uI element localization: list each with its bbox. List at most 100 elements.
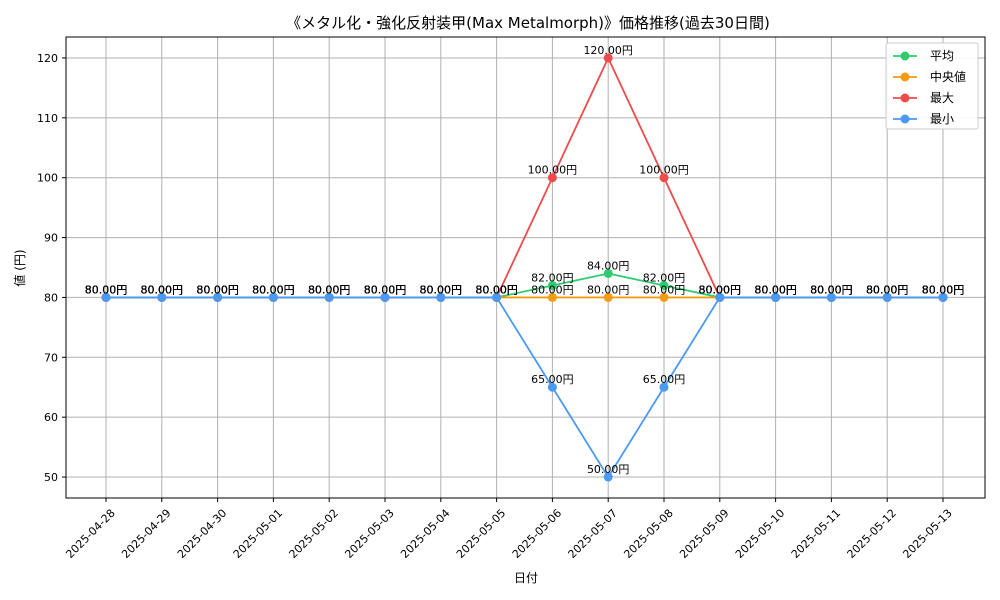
legend-entry: 中央値 bbox=[930, 69, 966, 84]
data-label: 80.00円 bbox=[810, 283, 853, 296]
data-label: 82.00円 bbox=[531, 271, 574, 284]
x-tick-label: 2025-05-03 bbox=[342, 507, 396, 561]
data-label: 80.00円 bbox=[699, 283, 742, 296]
data-point bbox=[659, 280, 669, 290]
data-label: 80.00円 bbox=[252, 283, 295, 296]
data-label: 80.00円 bbox=[699, 283, 742, 296]
data-label: 50.00円 bbox=[587, 463, 630, 476]
data-label: 80.00円 bbox=[196, 283, 239, 296]
data-point bbox=[826, 292, 836, 302]
legend-swatch-marker bbox=[900, 93, 910, 103]
x-tick-label: 2025-05-11 bbox=[789, 507, 843, 561]
data-label: 65.00円 bbox=[531, 373, 574, 386]
x-tick-label: 2025-05-13 bbox=[900, 507, 954, 561]
plot-frame bbox=[65, 36, 986, 499]
x-tick-label: 2025-05-06 bbox=[510, 507, 564, 561]
data-point bbox=[436, 292, 446, 302]
y-tick-label: 80 bbox=[44, 291, 58, 304]
y-axis-ticks: 50 60 70 80 90 100 110 120 bbox=[37, 52, 66, 484]
legend-entry: 最大 bbox=[930, 91, 954, 105]
data-label: 80.00円 bbox=[364, 283, 407, 296]
data-label: 80.00円 bbox=[922, 283, 965, 296]
x-tick-label: 2025-04-30 bbox=[175, 507, 229, 561]
x-tick-label: 2025-05-04 bbox=[398, 507, 452, 561]
data-point bbox=[101, 292, 111, 302]
grid bbox=[66, 37, 985, 498]
data-label: 80.00円 bbox=[810, 283, 853, 296]
data-label: 80.00円 bbox=[308, 283, 351, 296]
data-label: 80.00円 bbox=[810, 283, 853, 296]
data-label: 80.00円 bbox=[141, 283, 184, 296]
data-label: 80.00円 bbox=[420, 283, 463, 296]
data-label: 80.00円 bbox=[252, 283, 295, 296]
data-label: 80.00円 bbox=[364, 283, 407, 296]
data-label: 80.00円 bbox=[754, 283, 797, 296]
y-tick-label: 70 bbox=[44, 351, 58, 364]
y-tick-label: 110 bbox=[37, 112, 58, 125]
y-tick-label: 120 bbox=[37, 52, 58, 65]
data-point bbox=[715, 292, 725, 302]
data-label: 80.00円 bbox=[866, 283, 909, 296]
data-label: 80.00円 bbox=[587, 283, 630, 296]
data-label: 80.00円 bbox=[141, 283, 184, 296]
data-label: 80.00円 bbox=[475, 283, 518, 296]
data-label: 80.00円 bbox=[308, 283, 351, 296]
data-point bbox=[659, 382, 669, 392]
data-label: 80.00円 bbox=[196, 283, 239, 296]
data-labels: 80.00円 80.00円 80.00円 80.00円 80.00円 80.00円 80.0… bbox=[85, 44, 965, 476]
data-label: 80.00円 bbox=[754, 283, 797, 296]
data-label: 80.00円 bbox=[141, 283, 184, 296]
data-label: 80.00円 bbox=[866, 283, 909, 296]
x-tick-label: 2025-05-09 bbox=[677, 507, 731, 561]
data-point bbox=[603, 472, 613, 482]
data-point bbox=[157, 292, 167, 302]
data-point bbox=[771, 292, 781, 302]
data-label: 80.00円 bbox=[364, 283, 407, 296]
data-label: 80.00円 bbox=[922, 283, 965, 296]
data-label: 80.00円 bbox=[866, 283, 909, 296]
data-label: 80.00円 bbox=[475, 283, 518, 296]
legend-entry: 最小 bbox=[930, 112, 954, 126]
data-point bbox=[659, 173, 669, 183]
x-axis-label: 日付 bbox=[514, 571, 538, 585]
data-point bbox=[547, 173, 557, 183]
x-axis-ticks: 2025-04-28 2025-04-29 2025-04-30 2025-05-01… bbox=[63, 498, 955, 561]
x-tick-label: 2025-05-05 bbox=[454, 507, 508, 561]
data-label: 80.00円 bbox=[252, 283, 295, 296]
data-point bbox=[380, 292, 390, 302]
data-label: 80.00円 bbox=[364, 283, 407, 296]
data-label: 80.00円 bbox=[922, 283, 965, 296]
data-label: 82.00円 bbox=[643, 271, 686, 284]
y-tick-label: 50 bbox=[44, 471, 58, 484]
data-label: 80.00円 bbox=[475, 283, 518, 296]
data-label: 80.00円 bbox=[85, 283, 128, 296]
data-label: 80.00円 bbox=[922, 283, 965, 296]
legend-entry: 平均 bbox=[930, 49, 954, 63]
data-point bbox=[882, 292, 892, 302]
data-label: 80.00円 bbox=[85, 283, 128, 296]
x-tick-label: 2025-04-29 bbox=[119, 507, 173, 561]
legend-box bbox=[885, 42, 979, 130]
y-axis-label: 値 (円) bbox=[12, 249, 27, 286]
data-point bbox=[547, 382, 557, 392]
data-point bbox=[547, 292, 557, 302]
data-label: 65.00円 bbox=[643, 373, 686, 386]
data-point bbox=[213, 292, 223, 302]
data-label: 80.00円 bbox=[866, 283, 909, 296]
x-tick-label: 2025-05-12 bbox=[845, 507, 899, 561]
data-point bbox=[547, 280, 557, 290]
legend-swatch-marker bbox=[900, 114, 910, 124]
data-label: 100.00円 bbox=[528, 164, 578, 177]
data-label: 80.00円 bbox=[85, 283, 128, 296]
data-point bbox=[603, 292, 613, 302]
data-point bbox=[492, 292, 502, 302]
data-label: 80.00円 bbox=[699, 283, 742, 296]
data-point bbox=[268, 292, 278, 302]
data-label: 80.00円 bbox=[531, 283, 574, 296]
data-label: 80.00円 bbox=[420, 283, 463, 296]
series-line bbox=[106, 296, 943, 479]
data-point bbox=[659, 292, 669, 302]
y-tick-label: 100 bbox=[37, 172, 58, 185]
